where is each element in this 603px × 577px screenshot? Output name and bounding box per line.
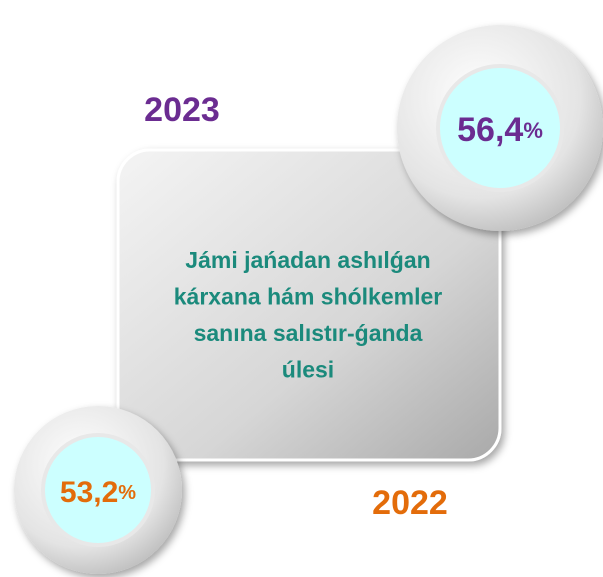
percentage: 56,4% [457,111,543,149]
value-circle [41,433,155,547]
year: 2023 [144,91,220,129]
center-line: Jámi jańadan ashılǵan [185,247,430,273]
center-line: kárxana hám shólkemler [174,284,443,310]
unit: % [523,118,543,143]
unit: % [118,482,136,504]
percentage: 53,2% [60,476,136,509]
center-line: sanına salıstır-ǵanda [194,320,423,346]
center-text: Jámi jańadan ashılǵan kárxana hám shólkem… [174,247,443,383]
center-box [116,148,502,462]
number: 53,2 [60,476,118,509]
year: 2022 [372,484,448,522]
center-line: úlesi [282,357,334,383]
number: 56,4 [457,111,523,149]
value-circle [436,64,564,192]
